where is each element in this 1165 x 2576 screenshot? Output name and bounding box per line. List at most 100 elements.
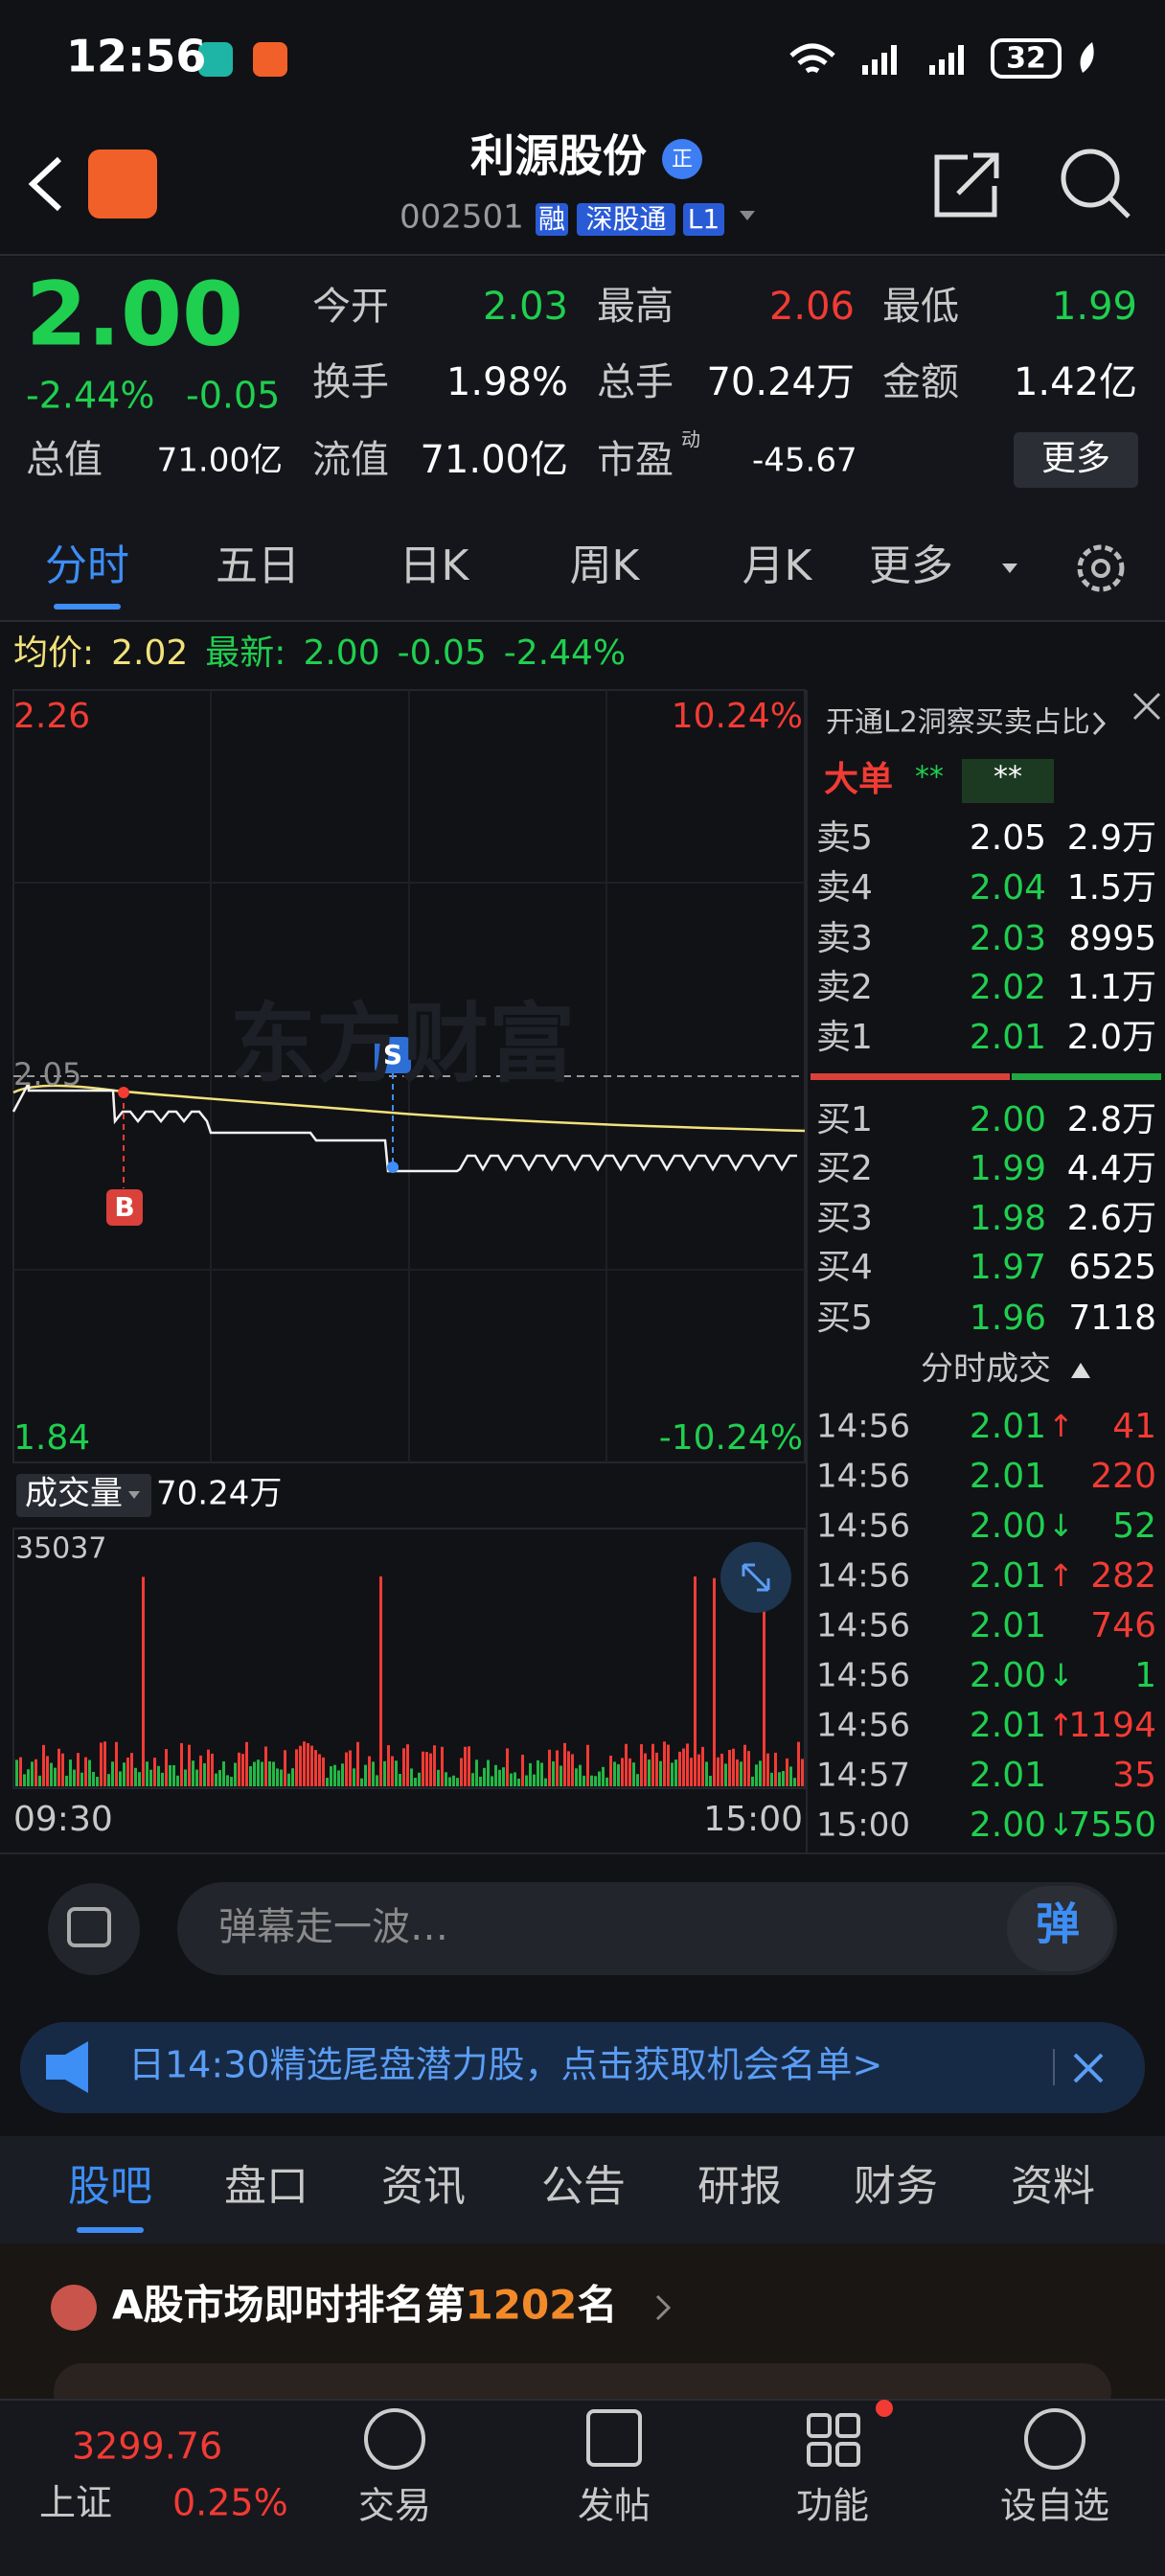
settings-button[interactable] [1077,544,1125,592]
volume-bar-shape [379,1576,382,1786]
chart-tab[interactable]: 日K [400,541,470,590]
volume-bar-shape [249,1766,252,1786]
l2-promo[interactable]: 开通L2洞察买卖占比 [826,706,1090,740]
trade-price: 2.01 [970,1706,1046,1745]
sell-marker[interactable] [375,1037,411,1073]
volume-selector[interactable] [16,1474,151,1517]
volume-bar-shape [590,1775,593,1786]
chart-tab[interactable]: 周K [570,541,641,590]
volume-bar-shape [697,1754,700,1786]
close-button[interactable] [1132,692,1161,721]
book-label: 卖5 [816,818,873,858]
chart-tab[interactable]: 五日 [216,541,300,590]
field-label: 换手 [312,360,389,404]
buy-marker[interactable] [106,1189,143,1226]
nav-item[interactable]: 设自选 [1000,2485,1109,2527]
more-label[interactable]: 更多 [1041,439,1110,478]
watchlist-icon[interactable] [1024,2408,1085,2470]
book-label: 卖2 [816,968,873,1007]
post-icon[interactable] [586,2409,642,2467]
battery-icon [991,38,1062,79]
volume-bar-shape [149,1769,152,1786]
volume-bar-shape [257,1760,260,1786]
volume-bar-shape [510,1773,513,1786]
trade-time: 14:56 [816,1657,910,1695]
book-price: 2.04 [970,868,1046,908]
volume-bar-shape [153,1758,156,1786]
volume-bar-shape [326,1778,329,1786]
volume-bar-shape [464,1746,467,1786]
battery-level: 32 [1006,42,1046,76]
average-line [12,1084,806,1133]
volume-bar-shape [27,1769,30,1786]
volume-bar-shape [720,1753,723,1786]
danmu-input[interactable] [177,1882,1117,1975]
volume-bar-shape [92,1771,95,1786]
badge-circle [662,139,702,179]
volume-bar-shape [709,1775,712,1786]
book-label: 卖4 [816,868,873,908]
big-order-label: 大单 [824,760,893,799]
bottom-tab[interactable]: 公告 [541,2162,626,2211]
volume-bar-shape [468,1746,470,1786]
book-volume: 7118 [1068,1299,1156,1338]
volume-bar-shape [579,1764,582,1786]
trade-price: 2.01 [970,1556,1046,1596]
volume-bar-shape [410,1768,413,1786]
function-icon[interactable] [807,2413,860,2467]
search-button[interactable] [1061,149,1120,208]
trades-toggle[interactable] [1071,1363,1090,1378]
trade-arrow: ↓ [1048,1657,1074,1693]
volume-bar-shape [414,1778,417,1786]
ranking-arrow[interactable] [655,2294,672,2321]
trade-volume: 52 [1112,1506,1156,1546]
sell-point [387,1162,399,1173]
chart-tab[interactable]: 月K [742,541,813,590]
back-button[interactable] [28,156,62,212]
volume-bar-shape [383,1760,386,1786]
trade-volume: 220 [1090,1457,1156,1496]
volume-bar-shape [713,1577,716,1786]
volume-bar-shape [353,1768,355,1786]
banner-text[interactable]: 日14:30精选尾盘潜力股，点击获取机会名单> [128,2044,882,2086]
chart-tab[interactable]: 更多 [869,541,953,590]
bottom-tab[interactable]: 盘口 [224,2162,308,2211]
quote-line-text: 均价: [13,633,94,673]
banner[interactable] [20,2022,1145,2113]
ranking-text: 1202 [466,2282,578,2329]
bottom-tab[interactable]: 资讯 [381,2162,466,2211]
bottom-tab[interactable]: 股吧 [68,2162,152,2211]
bottom-tab[interactable]: 资料 [1011,2162,1095,2211]
more-button[interactable] [1014,432,1138,488]
volume-bar-shape [648,1760,651,1786]
book-volume: 8995 [1068,919,1156,958]
banner-close[interactable] [1073,2053,1104,2083]
nav-item[interactable]: 发帖 [578,2485,651,2527]
quote-line-text: 2.00 [303,633,379,673]
danmu-button[interactable] [1007,1886,1113,1971]
volume-bar-shape [475,1760,478,1786]
trade-time: 15:00 [816,1806,910,1845]
bottom-tab[interactable]: 财务 [854,2162,938,2211]
volume-bar-shape [625,1743,628,1786]
share-button[interactable] [934,152,999,218]
volume-bar-shape [161,1772,164,1786]
volume-bar-shape [537,1760,539,1786]
danmu-button-text[interactable]: 弹 [1036,1898,1080,1950]
trade-icon[interactable] [364,2408,425,2470]
nav-item[interactable]: 功能 [796,2485,869,2527]
nav-item[interactable]: 交易 [358,2485,431,2527]
volume-bar-shape [613,1761,616,1786]
volume-bar-shape [441,1746,444,1786]
chart-tab[interactable]: 分时 [45,541,129,590]
volume-bar-shape [644,1753,647,1786]
wifi-icon [789,43,835,74]
dropdown-arrow[interactable] [740,211,755,220]
book-label: 买3 [816,1199,873,1238]
danmu-settings[interactable] [48,1883,140,1975]
bottom-tab[interactable]: 研报 [697,2162,782,2211]
volume-bar-shape [73,1769,76,1786]
field-value: 1.42亿 [1014,360,1137,404]
app-logo [88,150,157,218]
